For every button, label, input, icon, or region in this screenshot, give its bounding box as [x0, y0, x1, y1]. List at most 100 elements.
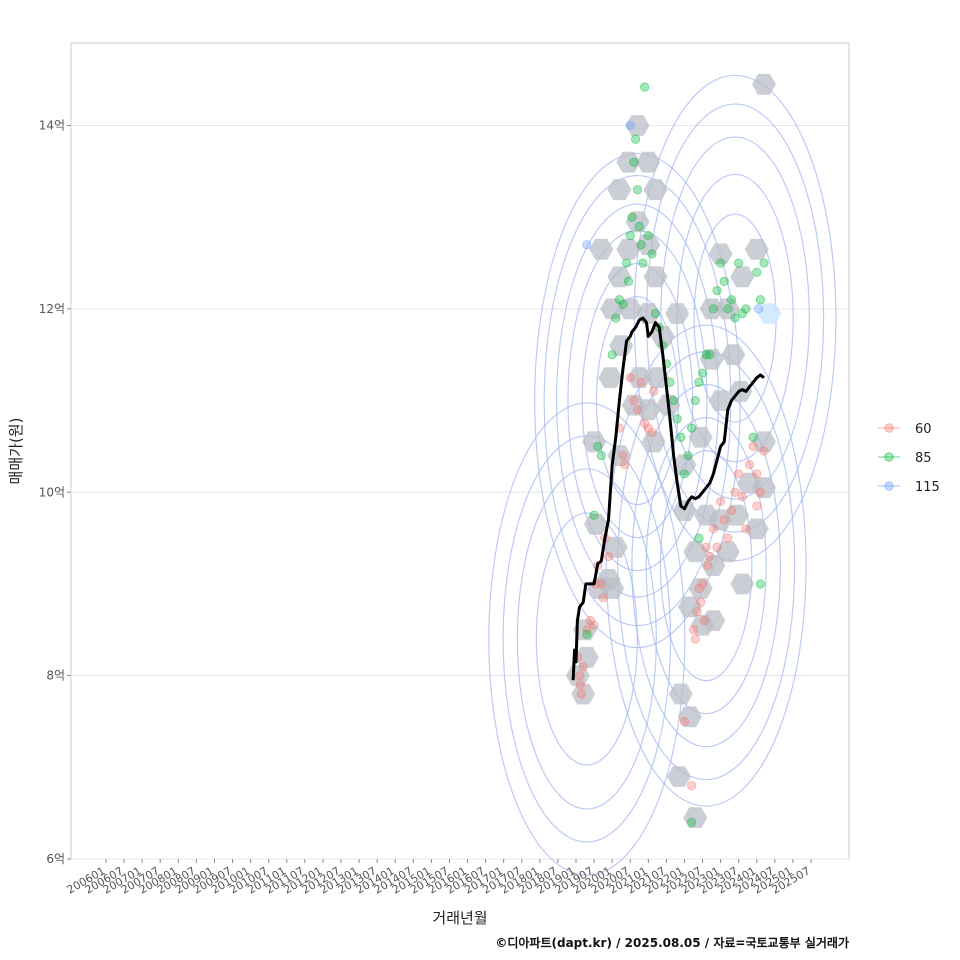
- data-point-60: [589, 620, 599, 630]
- data-point-60: [712, 542, 722, 552]
- data-point-85: [755, 295, 765, 305]
- data-point-85: [752, 267, 762, 277]
- data-point-85: [719, 276, 729, 286]
- data-point-85: [582, 629, 592, 639]
- y-axis-title: 매매가(원): [7, 418, 25, 485]
- data-point-85: [712, 285, 722, 296]
- hexbin: [607, 266, 632, 288]
- data-point-60: [598, 593, 608, 603]
- hexbin: [672, 454, 697, 476]
- hexbin: [752, 477, 776, 499]
- x-axis-title: 거래년월: [432, 909, 487, 927]
- x-axis: 2006012006072007012007072008012008072009…: [65, 859, 813, 897]
- data-point-85: [679, 469, 690, 479]
- data-point-60: [687, 781, 697, 791]
- data-point-60: [748, 441, 758, 452]
- hexbin: [752, 431, 776, 453]
- data-point-85: [650, 308, 661, 319]
- hexbin: [701, 555, 726, 576]
- data-point-60: [752, 501, 762, 511]
- data-point-85: [694, 533, 704, 543]
- hexbin: [582, 431, 607, 453]
- data-point-60: [585, 616, 596, 626]
- data-point-85: [687, 817, 697, 827]
- data-point-60: [649, 386, 659, 397]
- hexbin: [683, 541, 708, 563]
- hexbin: [744, 238, 769, 260]
- hexbin-highlight: [757, 303, 782, 324]
- data-point-60: [701, 542, 711, 552]
- data-point-60: [694, 583, 704, 594]
- points-layer: [573, 82, 769, 827]
- data-point-85: [701, 350, 711, 360]
- hexbin: [636, 151, 661, 173]
- y-tick-label: 10억: [39, 485, 65, 499]
- trend-line-layer: [571, 316, 765, 681]
- hexbin: [616, 238, 641, 260]
- data-point-85: [669, 395, 679, 406]
- hexbin: [688, 426, 713, 448]
- data-point-60: [679, 716, 690, 727]
- data-point-60: [744, 460, 755, 470]
- hexbin: [715, 541, 740, 563]
- data-point-85: [640, 82, 650, 92]
- hexbin: [701, 610, 726, 631]
- data-point-85: [726, 295, 737, 305]
- data-point-60: [755, 487, 765, 497]
- y-tick-label: 6억: [46, 852, 65, 866]
- data-point-85: [683, 450, 693, 461]
- data-point-85: [741, 304, 751, 314]
- data-point-60: [734, 469, 744, 479]
- data-point-60: [705, 551, 715, 562]
- data-point-85: [676, 432, 686, 442]
- hexbin: [625, 115, 650, 136]
- hexbin: [752, 73, 776, 95]
- hexbin: [699, 298, 724, 320]
- data-point-85: [607, 350, 617, 360]
- data-point-60: [625, 373, 635, 383]
- data-point-60: [719, 515, 729, 525]
- data-point-85: [734, 258, 744, 268]
- hexbin: [616, 151, 641, 173]
- hexbin: [672, 500, 697, 521]
- hexbin: [683, 807, 708, 829]
- data-point-85: [759, 258, 769, 268]
- hexbin: [694, 504, 719, 526]
- data-point-85: [625, 230, 635, 241]
- data-point-85: [632, 185, 643, 195]
- data-point-85: [638, 258, 648, 268]
- data-point-85: [748, 432, 758, 442]
- hexbin: [677, 706, 702, 728]
- data-point-60: [578, 661, 588, 672]
- data-point-60: [703, 561, 713, 571]
- hexbin: [643, 179, 668, 201]
- hexbin: [589, 238, 614, 260]
- hexbin: [677, 596, 702, 618]
- hexbin: [708, 390, 733, 411]
- data-point-60: [692, 606, 702, 617]
- y-tick-label: 14억: [39, 119, 65, 133]
- hexbin: [571, 683, 596, 705]
- data-point-60: [603, 551, 614, 562]
- data-point-60: [737, 492, 747, 502]
- data-point-85: [636, 240, 646, 250]
- data-point-60: [708, 524, 718, 534]
- data-point-85: [697, 368, 708, 378]
- data-point-60: [726, 505, 737, 516]
- density-contour: [581, 262, 694, 539]
- density-contour: [659, 450, 753, 682]
- data-point-85: [596, 450, 606, 461]
- data-point-60: [730, 487, 740, 497]
- density-contour: [660, 136, 810, 500]
- data-point-60: [640, 418, 650, 429]
- data-point-85: [629, 157, 639, 167]
- data-point-60: [696, 597, 706, 607]
- median-trend-line: [571, 316, 765, 681]
- y-tick-label: 8억: [46, 669, 65, 683]
- data-point-60: [643, 423, 653, 433]
- data-point-85: [737, 308, 747, 319]
- legend-label: 85: [915, 451, 932, 466]
- hexbin: [598, 367, 623, 388]
- data-point-85: [634, 221, 644, 231]
